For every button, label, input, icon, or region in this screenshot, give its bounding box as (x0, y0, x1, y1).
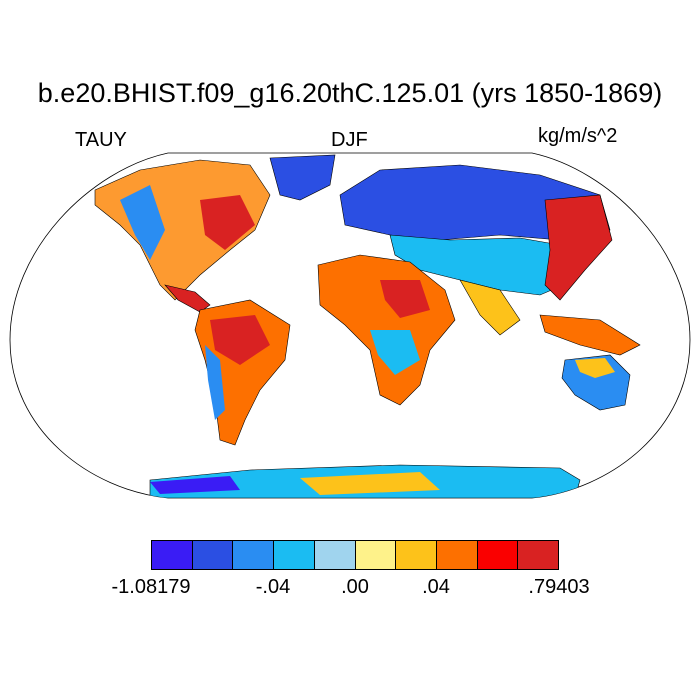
colorbar-box-3 (274, 541, 315, 569)
region-south-asia (459, 279, 521, 336)
region-east-asia (544, 194, 613, 301)
colorbar-box-1 (192, 541, 234, 569)
region-amazon (210, 315, 270, 365)
colorbar-label-zero: .00 (341, 576, 369, 598)
region-central-america (164, 284, 211, 313)
region-north-america-west (120, 185, 165, 260)
colorbar-box-4 (314, 541, 356, 569)
units-label: kg/m/s^2 (538, 125, 618, 147)
season-label: DJF (331, 129, 368, 151)
colorbar (151, 540, 559, 570)
colorbar-box-5 (355, 541, 397, 569)
colorbar-box-9 (518, 541, 559, 569)
region-north-america-east (200, 195, 255, 250)
region-maritime-asia (539, 314, 641, 356)
variable-label: TAUY (75, 129, 127, 151)
colorbar-box-0 (152, 541, 193, 569)
plot-title: b.e20.BHIST.f09_g16.20thC.125.01 (yrs 18… (37, 78, 663, 108)
region-australia-north (575, 358, 615, 378)
colorbar-label-min: -1.08179 (111, 576, 191, 598)
region-greenland (269, 154, 336, 201)
colorbar-box-8 (477, 541, 519, 569)
colorbar-label-max: .79403 (528, 576, 590, 598)
region-antarctica-east (300, 472, 440, 495)
region-andes (205, 345, 225, 420)
colorbar-box-7 (436, 541, 478, 569)
colorbar-label-neg: -.04 (255, 576, 291, 598)
region-antarctica-west (150, 476, 240, 494)
region-central-africa (370, 330, 420, 375)
colorbar-box-2 (233, 541, 275, 569)
colorbar-box-6 (396, 541, 437, 569)
colorbar-label-pos: .04 (422, 576, 450, 598)
region-sahara-east (380, 280, 430, 318)
